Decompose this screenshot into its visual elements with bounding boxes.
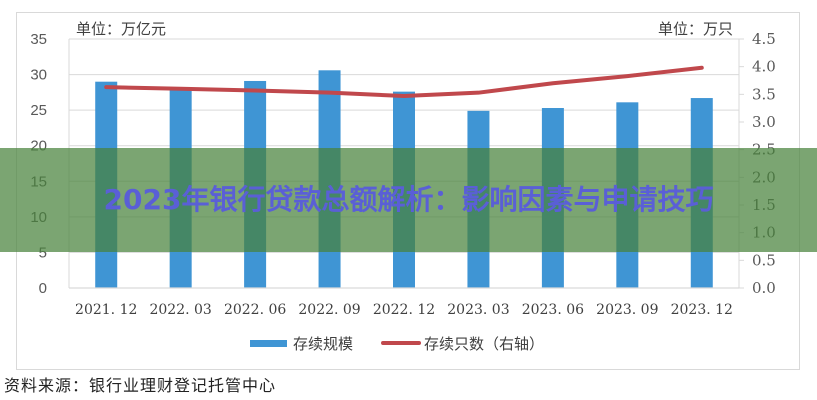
x-axis-labels: 2021. 12 2022. 03 2022. 06 2022. 09 2022. 12…	[75, 302, 733, 318]
svg-text:0.0: 0.0	[752, 279, 776, 297]
svg-text:5: 5	[39, 244, 47, 261]
svg-text:35: 35	[30, 31, 47, 48]
legend-bar-label: 存续规模	[293, 334, 354, 353]
svg-text:0: 0	[39, 280, 47, 297]
svg-text:4.5: 4.5	[752, 30, 776, 48]
legend-line-label: 存续只数（右轴）	[424, 334, 545, 353]
svg-text:2023. 12: 2023. 12	[671, 302, 733, 318]
svg-text:3.5: 3.5	[752, 85, 776, 103]
legend-line-swatch	[381, 341, 422, 345]
svg-text:2022. 06: 2022. 06	[224, 302, 286, 318]
svg-text:0.5: 0.5	[752, 251, 776, 269]
svg-text:2022. 09: 2022. 09	[298, 302, 360, 318]
title-banner: 2023年银行贷款总额解析：影响因素与申请技巧	[0, 148, 817, 252]
left-axis-unit-label: 单位：万亿元	[76, 20, 167, 38]
right-axis-unit-label: 单位：万只	[657, 20, 733, 38]
svg-text:25: 25	[30, 102, 47, 119]
svg-text:30: 30	[30, 67, 47, 84]
legend-bar-swatch	[250, 339, 287, 347]
line-series	[104, 65, 704, 98]
svg-text:2022. 03: 2022. 03	[149, 302, 211, 318]
svg-text:4.0: 4.0	[752, 58, 776, 76]
line-path	[104, 65, 704, 98]
svg-text:2023. 03: 2023. 03	[447, 302, 509, 318]
chart-legend: 存续规模 存续只数（右轴）	[250, 333, 544, 353]
svg-text:2021. 12: 2021. 12	[75, 302, 137, 318]
svg-text:2022. 12: 2022. 12	[373, 302, 435, 318]
svg-text:2023. 09: 2023. 09	[596, 302, 658, 318]
svg-text:2023. 06: 2023. 06	[522, 302, 584, 318]
svg-text:3.0: 3.0	[752, 113, 776, 131]
source-note: 资料来源：银行业理财登记托管中心	[4, 376, 277, 395]
page-title: 2023年银行贷款总额解析：影响因素与申请技巧	[103, 183, 714, 216]
